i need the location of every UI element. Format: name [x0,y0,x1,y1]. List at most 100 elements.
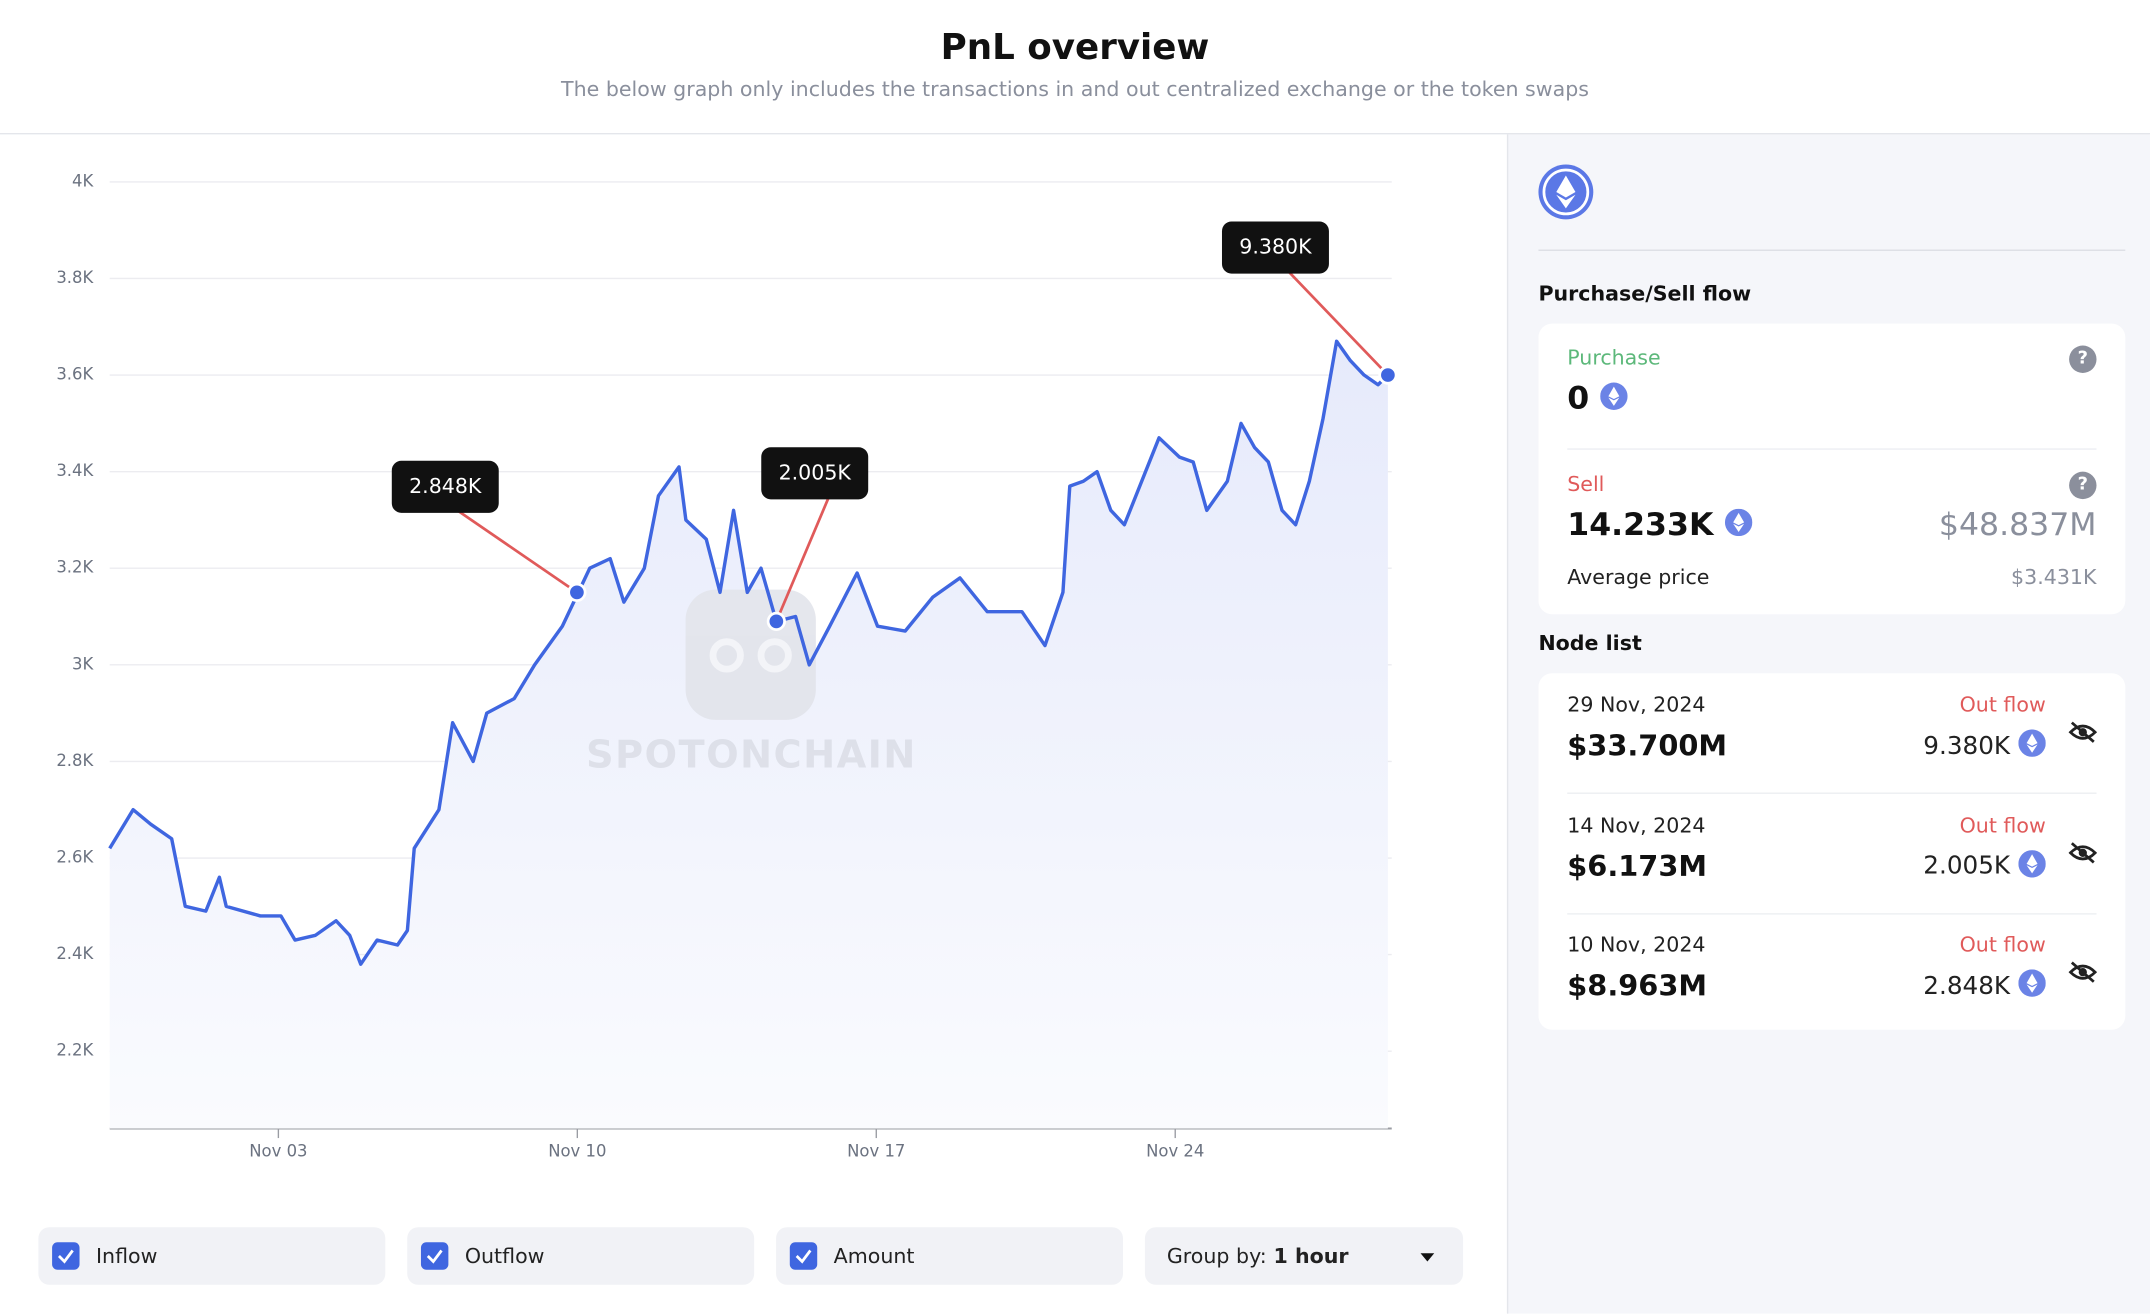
checkbox[interactable] [420,1242,449,1270]
y-tick-label: 2.4K [56,944,94,963]
y-tick-label: 4K [72,171,94,190]
checkbox[interactable] [52,1242,80,1270]
subtitle: The below graph only includes the transa… [561,76,1589,102]
help-icon[interactable]: ? [2069,345,2097,373]
sell-value: $48.837M [1938,507,2097,543]
x-tick-label: Nov 10 [548,1141,606,1160]
callout-line [775,497,830,622]
check [57,1249,74,1264]
node-flow: Out flow [1959,812,2046,838]
line [108,339,1390,966]
node-date: 10 Nov, 2024 [1567,932,1706,958]
callout-line [458,510,578,594]
check [426,1249,443,1264]
section-title: Node list [1538,630,1642,656]
dropdown-arrow [1419,1244,1435,1269]
checkbox-control[interactable]: Amount [776,1227,1123,1285]
eth-icon [1600,381,1628,418]
callout-label: 9.380K [1239,235,1312,259]
watermark-text: SPOTONCHAIN [586,732,917,777]
hide-toggle[interactable] [2068,840,2098,870]
section-title: Purchase/Sell flow [1538,281,1752,306]
callout-box [391,460,499,513]
x-tick-label: Nov 17 [847,1141,905,1160]
divider [1567,912,2097,914]
hide-toggle[interactable] [2068,960,2098,990]
node-card: 29 Nov, 2024 $33.700M Out flow 9.380K 14 Nov… [1538,673,2126,1030]
caret [1420,1253,1435,1262]
callout-label: 2.848K [409,474,482,498]
x-tick-label: Nov 03 [249,1141,307,1160]
node-amount-row: 2.848K [1923,969,2046,1003]
eye-off-icon [2068,961,2098,983]
node-date: 29 Nov, 2024 [1567,692,1706,718]
node-value: $8.963M [1567,969,1708,1003]
callout-box [761,447,869,500]
checkbox-label: Inflow [95,1243,158,1269]
callout-box [1221,221,1329,274]
node-amount: 9.380K [1923,731,2011,761]
node-date: 14 Nov, 2024 [1567,812,1706,838]
y-tick-label: 3.8K [56,268,94,287]
eth-icon [2018,969,2046,997]
checkbox-control[interactable]: Inflow [38,1227,386,1285]
eye-off-icon [2068,721,2098,743]
y-tick-label: 3.4K [56,461,94,480]
annotation-marker [1378,365,1398,385]
help-icon[interactable]: ? [2069,471,2097,500]
purchase-amount: 0 [1567,381,1590,417]
group-by-select[interactable]: Group by: 1 hour [1144,1227,1464,1285]
divider [1538,249,2126,251]
eth-icon [1724,508,1752,544]
y-tick-label: 2.6K [56,848,94,867]
annotation-marker [567,582,587,602]
eth-icon [2018,849,2046,877]
node-flow: Out flow [1959,932,2046,958]
eye-off-icon [2068,841,2098,863]
eth-icon [2018,849,2046,883]
sell-amount: 14.233K [1567,507,1714,543]
checkbox-label: Amount [833,1243,915,1269]
y-tick-label: 3.2K [56,558,94,577]
hide-toggle[interactable] [2068,720,2098,750]
checkbox-control[interactable]: Outflow [407,1227,755,1285]
group-by-value: 1 hour [1273,1243,1349,1269]
annotation-marker [766,611,786,631]
y-tick-label: 2.2K [56,1041,94,1060]
node-flow: Out flow [1959,692,2046,718]
y-tick-label: 2.8K [56,751,94,770]
check [795,1249,812,1264]
avg-price: $3.431K [2011,564,2097,590]
eth-icon [2018,729,2046,763]
y-tick-label: 3.6K [56,365,94,384]
y-tick-label: 3K [72,654,94,673]
sell-label: Sell [1567,471,1605,497]
node-amount-row: 2.005K [1923,849,2046,883]
side-panel: Purchase/Sell flow Purchase ? 0 Sell ? 1… [1506,134,2150,1314]
callout-line [1288,271,1389,377]
divider [1567,448,2097,450]
flow-card: Purchase ? 0 Sell ? 14.233K $48.837M Ave… [1538,323,2126,615]
area [109,341,1388,1129]
title: PnL overview [940,27,1210,69]
checkbox[interactable] [789,1242,818,1270]
checkbox-label: Outflow [464,1243,545,1269]
callout-label: 2.005K [779,460,852,484]
avg-label: Average price [1567,564,1710,590]
x-tick-label: Nov 24 [1146,1141,1204,1160]
eth-icon [1724,508,1752,536]
eth-icon [2018,969,2046,1003]
purchase-label: Purchase [1567,345,1661,371]
node-value: $6.173M [1567,849,1708,883]
eth-logo [1538,164,1594,220]
watermark: SPOTONCHAIN [586,589,917,777]
node-amount: 2.848K [1923,971,2011,1001]
divider [1567,792,2097,794]
node-value: $33.700M [1567,729,1728,763]
eth-icon [2018,729,2046,757]
eth-icon [1600,381,1628,410]
header: PnL overview The below graph only includ… [0,0,2150,135]
group-by-label: Group by: [1166,1243,1267,1269]
